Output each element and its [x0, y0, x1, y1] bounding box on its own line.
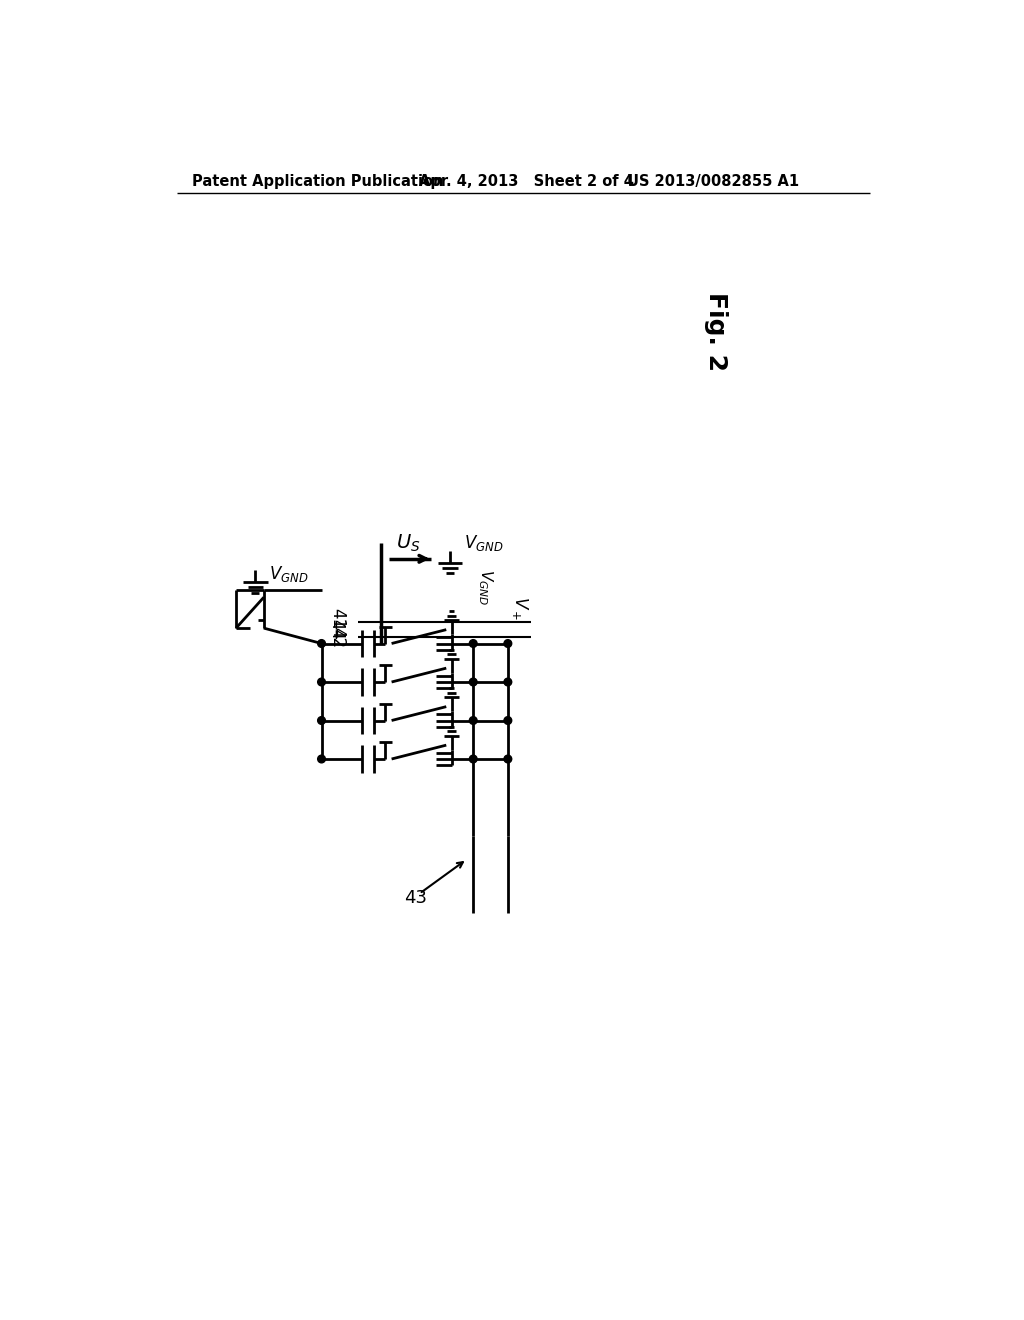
- Circle shape: [504, 678, 512, 686]
- Text: US 2013/0082855 A1: US 2013/0082855 A1: [628, 174, 800, 189]
- Circle shape: [504, 640, 512, 647]
- Text: Fig. 2: Fig. 2: [703, 292, 728, 371]
- Circle shape: [317, 678, 326, 686]
- Circle shape: [469, 678, 477, 686]
- Text: Patent Application Publication: Patent Application Publication: [193, 174, 443, 189]
- Text: 43: 43: [403, 888, 427, 907]
- Text: Apr. 4, 2013   Sheet 2 of 4: Apr. 4, 2013 Sheet 2 of 4: [419, 174, 634, 189]
- Text: $V_{GND}$: $V_{GND}$: [464, 533, 504, 553]
- Circle shape: [317, 717, 326, 725]
- Circle shape: [469, 755, 477, 763]
- Circle shape: [317, 755, 326, 763]
- Circle shape: [504, 755, 512, 763]
- Text: $V_+$: $V_+$: [510, 597, 530, 620]
- Circle shape: [469, 717, 477, 725]
- Text: 44: 44: [328, 619, 346, 640]
- Text: 42: 42: [328, 627, 346, 648]
- Circle shape: [317, 640, 326, 647]
- Circle shape: [469, 640, 477, 647]
- Text: $V_{GND}$: $V_{GND}$: [475, 569, 495, 605]
- Circle shape: [504, 717, 512, 725]
- Text: $V_{GND}$: $V_{GND}$: [269, 564, 308, 585]
- Text: 41: 41: [328, 607, 346, 628]
- Text: $U_S$: $U_S$: [395, 533, 420, 554]
